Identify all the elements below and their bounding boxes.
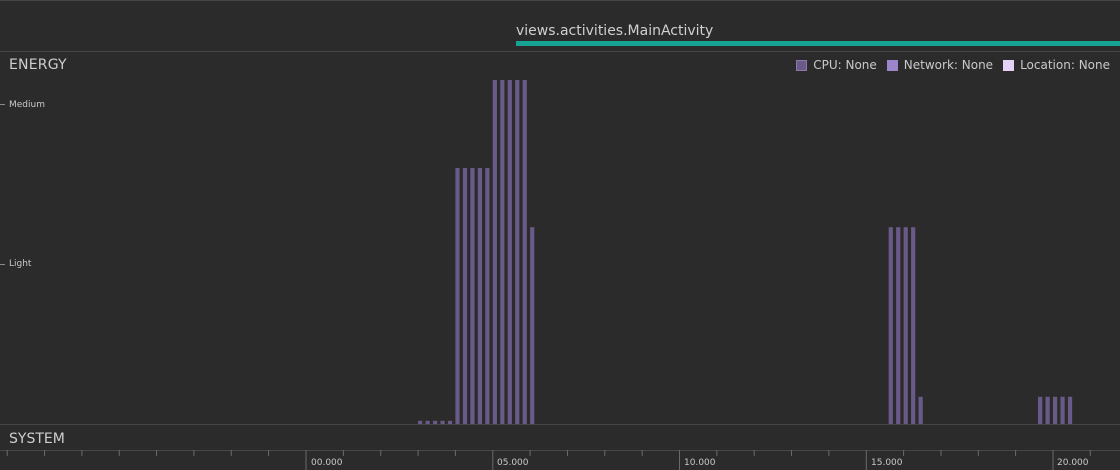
cpu-energy-bar [485,168,490,424]
cpu-energy-bar [507,80,512,424]
legend-swatch-cpu [796,59,808,71]
cpu-energy-bar [470,168,475,424]
legend-swatch-network [886,59,898,71]
energy-chart[interactable] [0,0,1120,430]
cpu-energy-bar [440,420,445,424]
y-label-medium: Medium [9,100,45,110]
cpu-energy-bar [1053,396,1058,424]
cpu-energy-bar [888,227,893,424]
legend-item-network: Network: None [886,58,994,72]
energy-bottom-divider [0,424,1120,425]
time-label-15: 15.000 [871,458,903,468]
cpu-energy-bar [432,420,438,424]
time-axis[interactable] [0,450,1120,470]
time-label-5: 05.000 [497,458,529,468]
legend-swatch-location [1003,59,1015,71]
cpu-energy-bar [530,227,535,424]
cpu-energy-bar [918,396,923,424]
energy-top-divider [0,51,1120,52]
activity-timeline-bar[interactable] [516,41,1120,46]
legend-item-cpu: CPU: None [796,58,877,72]
cpu-energy-bar [447,420,453,424]
cpu-energy-bar [1038,396,1043,424]
cpu-energy-bar [418,420,423,424]
axis-top-divider [0,450,1120,451]
legend-label-network: Network: None [903,58,994,72]
cpu-energy-bar [896,227,901,424]
y-tick-light [0,264,5,265]
cpu-energy-bar [425,420,430,424]
top-border [0,0,1120,1]
time-label-20: 20.000 [1057,458,1089,468]
cpu-energy-bar [515,80,520,424]
cpu-energy-bar [1067,396,1073,424]
cpu-energy-bar [462,168,468,424]
legend-label-cpu: CPU: None [813,58,877,72]
time-label-10: 10.000 [684,458,716,468]
cpu-energy-bar [500,80,505,424]
cpu-energy-bar [903,227,908,424]
energy-section-title: ENERGY [9,57,67,73]
cpu-energy-bar [911,227,916,424]
cpu-energy-bar [492,80,497,424]
y-label-light: Light [9,259,32,269]
y-tick-medium [0,104,5,105]
cpu-energy-bar [522,80,527,424]
cpu-energy-bar [477,168,483,424]
legend-label-location: Location: None [1020,58,1110,72]
legend-item-location: Location: None [1003,58,1110,72]
energy-legend: CPU: None Network: None Location: None [796,58,1110,72]
system-section-title: SYSTEM [9,431,65,447]
activity-label: views.activities.MainActivity [516,23,714,39]
time-label-0: 00.000 [311,458,343,468]
cpu-energy-bar [455,168,460,424]
cpu-energy-bar [1060,396,1065,424]
cpu-energy-bar [1045,396,1050,424]
